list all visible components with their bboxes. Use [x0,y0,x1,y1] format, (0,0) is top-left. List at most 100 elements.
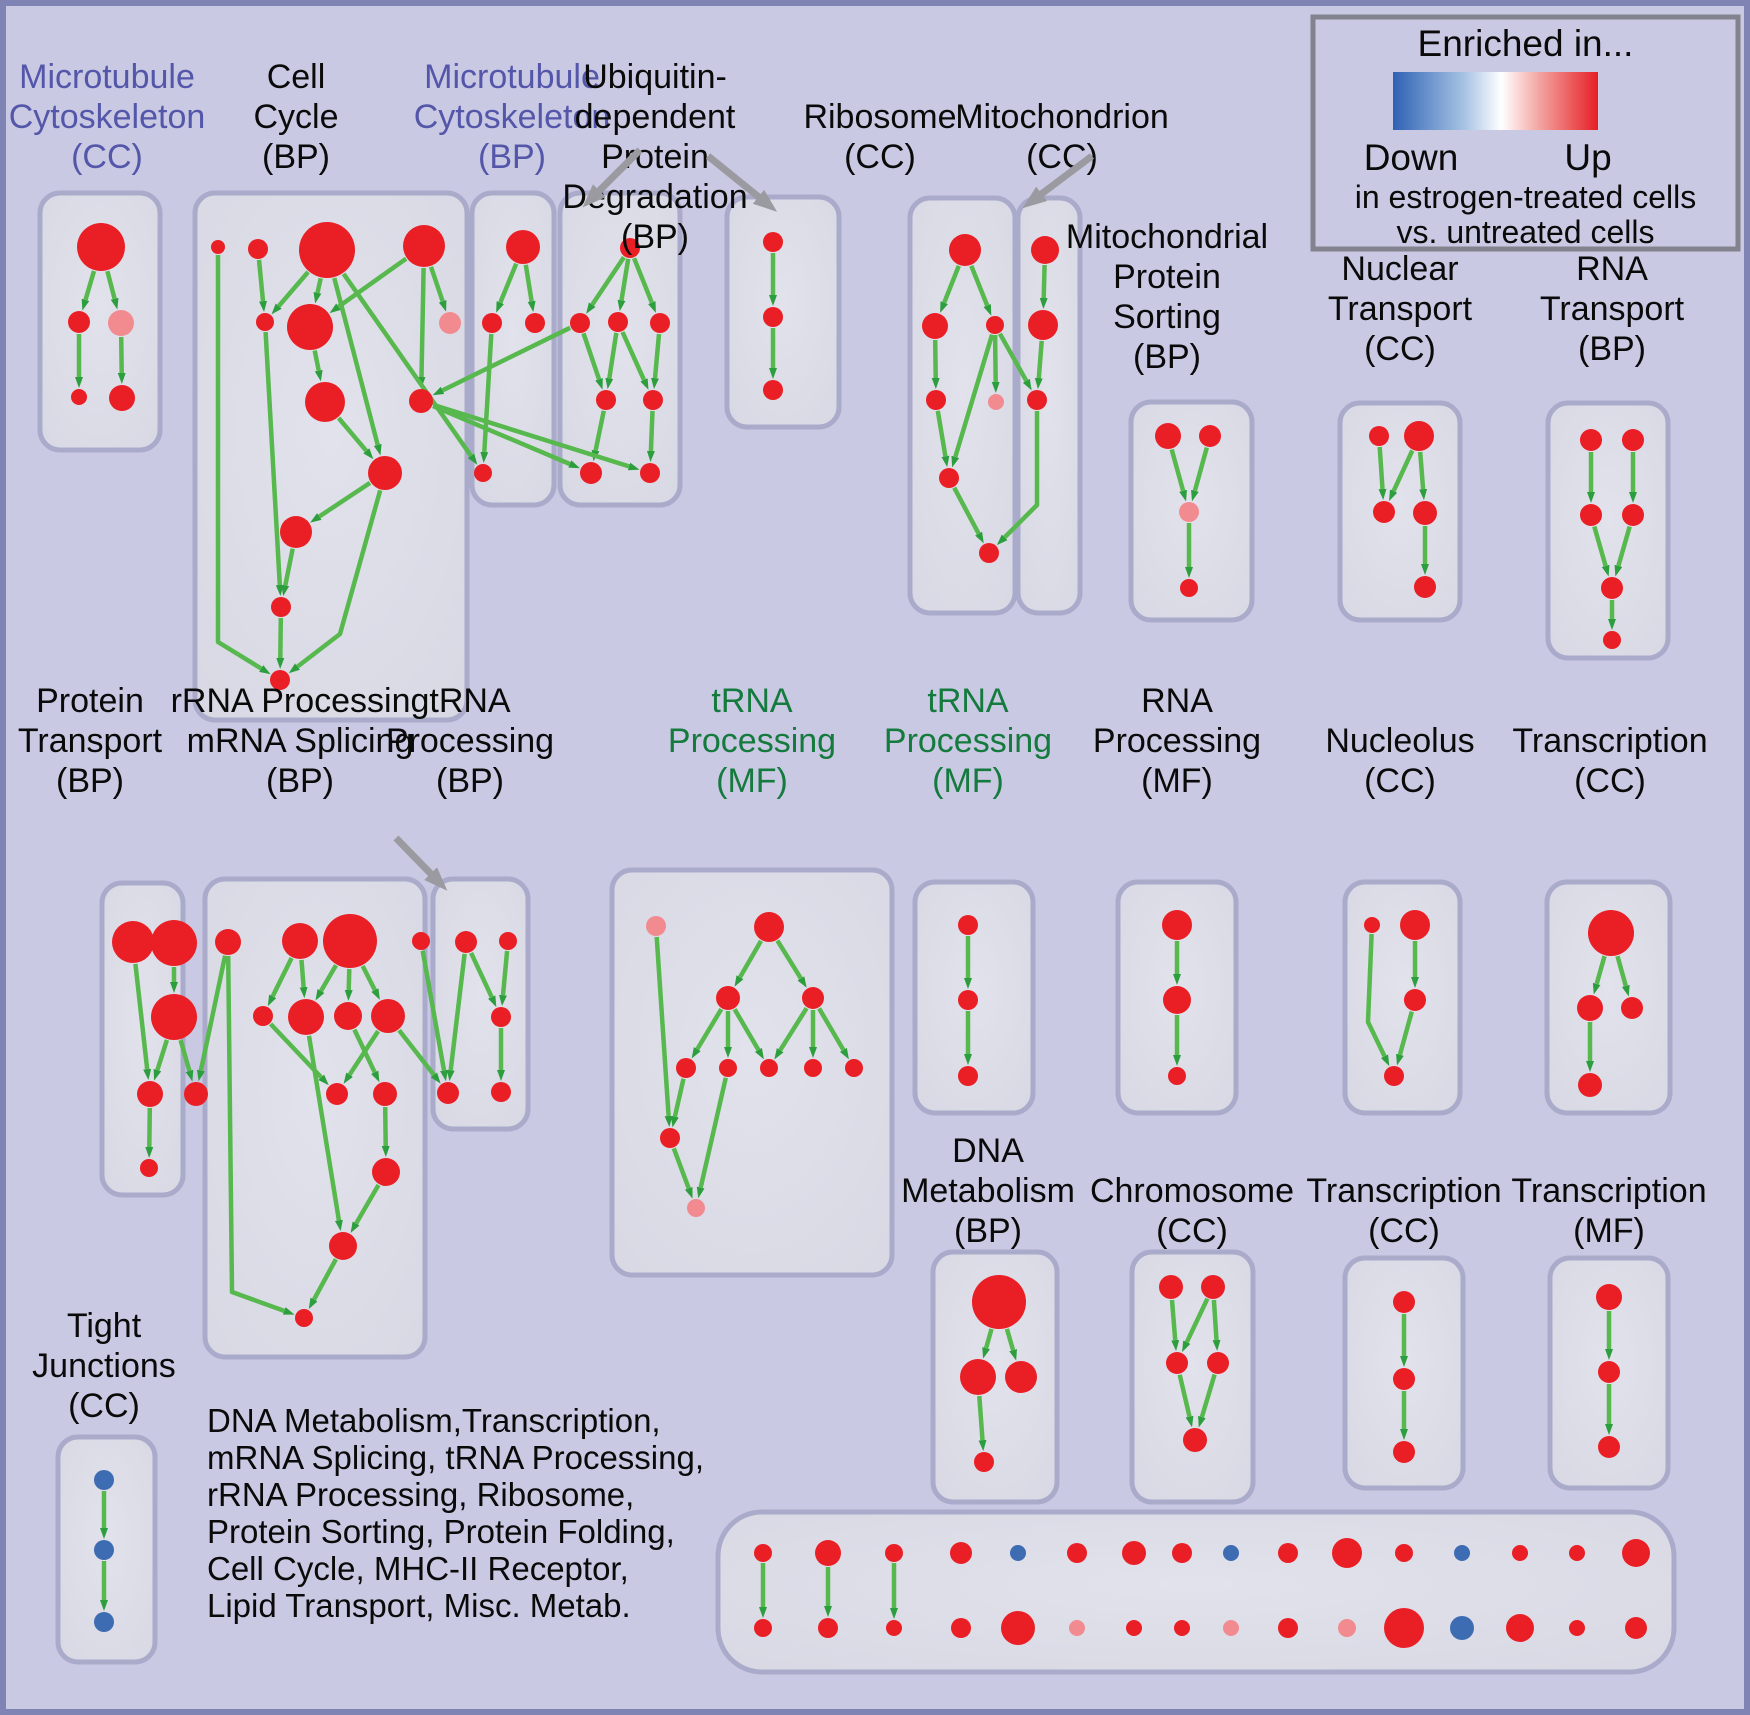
node-chromosome-tl [1159,1275,1183,1299]
node-strip-col13-top [1454,1545,1470,1561]
edge-microtubule-cc-A-B [81,270,97,311]
node-strip-col3-bottom [886,1620,902,1636]
node-strip-col8-bottom [1174,1620,1190,1636]
edge-microtubule-cc-C-E [117,336,126,384]
group-label-microtubule-bp-line1: Microtubule [424,58,600,96]
node-strip-col9-top [1223,1545,1239,1561]
edge-cell-cycle-e-m [263,331,284,596]
edge-nuclear-transport-tr-mr [1417,451,1428,501]
node-rna-transport-tr [1622,429,1644,451]
node-strip-col16-top [1622,1539,1650,1567]
node-ubiquitin-degradation-left-c2 [608,312,628,332]
node-ubiquitin-degradation-left-m1 [596,390,616,410]
edge-microtubule-bp-t-c1 [496,262,519,313]
node-tight-junctions-b [94,1540,114,1560]
edge-mitochondrial-protein-sorting-tl-mid [1169,448,1187,502]
group-box-transcription-cc-mid [1544,879,1673,1116]
edge-rrna-processing-mrna-splicing-l2-s1 [381,1106,390,1157]
node-rna-transport-b [1603,631,1621,649]
node-trna-processing-mf-large-r1 [676,1058,696,1078]
edge-cell-cycle-c-e [271,270,310,315]
layer-nodes [68,222,1650,1648]
node-trna-processing-bp-ll [437,1082,459,1104]
edge-ubiquitin-degradation-left-c1-m1 [581,332,603,390]
node-cell-cycle-m [271,597,291,617]
node-trna-processing-bp-lr [491,1082,511,1102]
node-strip-col14-bottom [1506,1614,1534,1642]
group-box-ubiquitin-degradation-right [724,194,842,430]
node-microtubule-cc-A [77,223,125,271]
legend-title: Enriched in... [1418,23,1634,64]
node-microtubule-cc-C [108,310,134,336]
node-rrna-processing-mrna-splicing-m4 [371,999,405,1033]
edge-ribosome-b-e [951,333,995,468]
node-nucleolus-t [1400,910,1430,940]
node-chromosome-ml [1166,1352,1188,1374]
group-label-ribosome-line2: (CC) [844,138,916,176]
group-label-ubiquitin-degradation-left-line4: Degradation [562,178,747,216]
group-label-protein-transport-line1: Protein [36,682,144,720]
edge-rrna-processing-mrna-splicing-t1-bot [225,955,295,1315]
cross-edge-mitochondrion-mb-ribosome-f [996,411,1040,546]
node-cell-cycle-j [368,456,402,490]
node-strip-col10-top [1278,1543,1298,1563]
legend-up-label: Up [1564,137,1611,178]
edge-microtubule-bp-t-c2 [523,264,536,313]
node-strip-col10-bottom [1278,1618,1298,1638]
group-label-nucleolus-line2: (CC) [1364,762,1436,800]
edge-trna-processing-mf-large-ml-r3 [732,1008,764,1060]
edge-chromosome-tr-mr [1211,1299,1221,1351]
node-trna-processing-mf-large-t [754,912,784,942]
group-label-cell-cycle-line2: Cycle [253,98,338,136]
group-box-chromosome [1129,1249,1256,1505]
node-cell-cycle-g [439,312,461,334]
edge-chromosome-mr-b [1198,1373,1217,1428]
edge-nuclear-transport-tl-ml [1377,446,1387,500]
node-rrna-processing-mrna-splicing-t3 [323,914,377,968]
node-trna-processing-bp-tl [455,931,477,953]
node-trna-processing-mf-large-r4 [804,1059,822,1077]
node-microtubule-cc-E [109,385,135,411]
edge-microtubule-cc-A-C [105,270,119,310]
edge-trna-processing-bp-tl-ll [446,953,467,1082]
edge-rrna-processing-mrna-splicing-t2-m1 [267,957,294,1007]
node-rrna-processing-mrna-splicing-m1 [253,1006,273,1026]
node-cell-cycle-h [305,382,345,422]
group-label-trna-processing-mf-small-line3: (MF) [932,762,1004,800]
group-label-rrna-processing-mrna-splicing-line2: mRNA Splicing [187,722,414,760]
edge-rrna-processing-mrna-splicing-t3-m3 [344,968,353,1001]
group-label-rna-processing-mf-line3: (MF) [1141,762,1213,800]
node-trna-processing-mf-large-ml [716,986,740,1010]
node-mitochondrial-protein-sorting-tl [1155,423,1181,449]
misc-clusters-text-line1: DNA Metabolism,Transcription, [207,1402,661,1439]
edge-dna-metabolism-l-b [977,1395,987,1452]
group-label-transcription-cc-bottom-line2: (CC) [1368,1212,1440,1250]
group-box-microtubule-bp [469,190,557,508]
node-tight-junctions-a [94,1470,114,1490]
label-pointer-arrow-2 [705,153,778,212]
node-strip-col15-top [1569,1545,1585,1561]
node-nuclear-transport-tl [1369,426,1389,446]
node-rna-transport-mr [1622,504,1644,526]
node-rrna-processing-mrna-splicing-t1 [215,929,241,955]
group-label-rna-transport-line3: (BP) [1578,330,1646,368]
node-dna-metabolism-l [960,1359,996,1395]
node-dna-metabolism-b [974,1452,994,1472]
edge-nucleolus-m-b [1396,1011,1414,1066]
group-label-chromosome-line2: (CC) [1156,1212,1228,1250]
group-label-transcription-cc-bottom-line1: Transcription [1306,1172,1501,1210]
node-strip-col11-bottom [1338,1619,1356,1637]
node-ubiquitin-degradation-right-u1 [763,232,783,252]
node-microtubule-bp-c2 [525,313,545,333]
node-trna-processing-mf-large-r3 [760,1059,778,1077]
edge-trna-processing-mf-large-r2-bt [696,1077,728,1199]
node-trna-processing-mf-large-mr [802,987,824,1009]
node-cell-cycle-l [280,516,312,548]
group-label-transcription-cc-mid-line2: (CC) [1574,762,1646,800]
node-transcription-mf-a [1596,1284,1622,1310]
node-cell-cycle-f [287,304,333,350]
misc-clusters-text-line2: mRNA Splicing, tRNA Processing, [207,1439,704,1476]
node-trna-processing-mf-small-b [958,990,978,1010]
